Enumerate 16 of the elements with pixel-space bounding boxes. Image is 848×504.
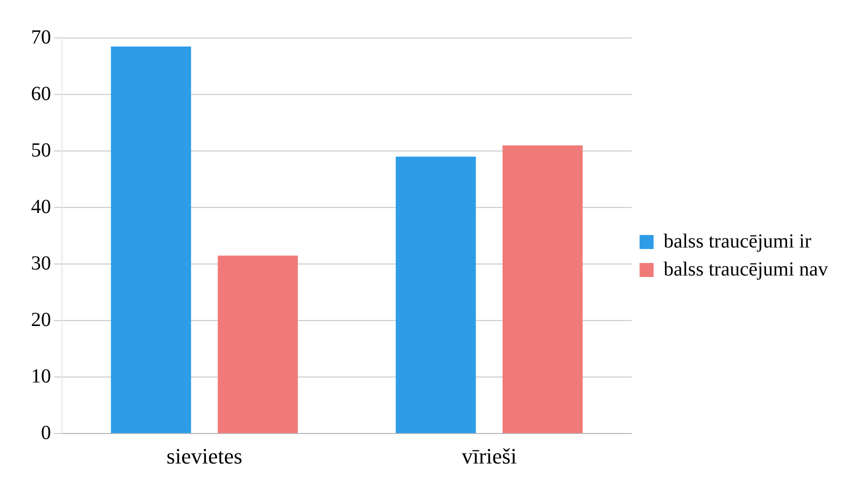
y-tick-label: 10 bbox=[31, 365, 51, 388]
bar bbox=[502, 145, 583, 434]
y-tick-label: 70 bbox=[31, 26, 51, 48]
bar bbox=[218, 256, 298, 434]
y-tick-label: 50 bbox=[31, 139, 51, 162]
y-tick-label: 60 bbox=[31, 82, 51, 105]
y-tick-label: 0 bbox=[41, 422, 51, 444]
y-tick-label: 30 bbox=[31, 252, 51, 274]
legend-label: balss traucējumi nav bbox=[664, 258, 828, 280]
x-tick-label: vīrieši bbox=[462, 444, 517, 469]
legend-label: balss traucējumi ir bbox=[664, 230, 812, 252]
y-tick-label: 20 bbox=[31, 308, 51, 331]
bar bbox=[396, 156, 476, 434]
y-tick-label: 40 bbox=[31, 196, 51, 218]
x-tick-label: sievietes bbox=[166, 444, 242, 469]
bar bbox=[110, 46, 192, 434]
